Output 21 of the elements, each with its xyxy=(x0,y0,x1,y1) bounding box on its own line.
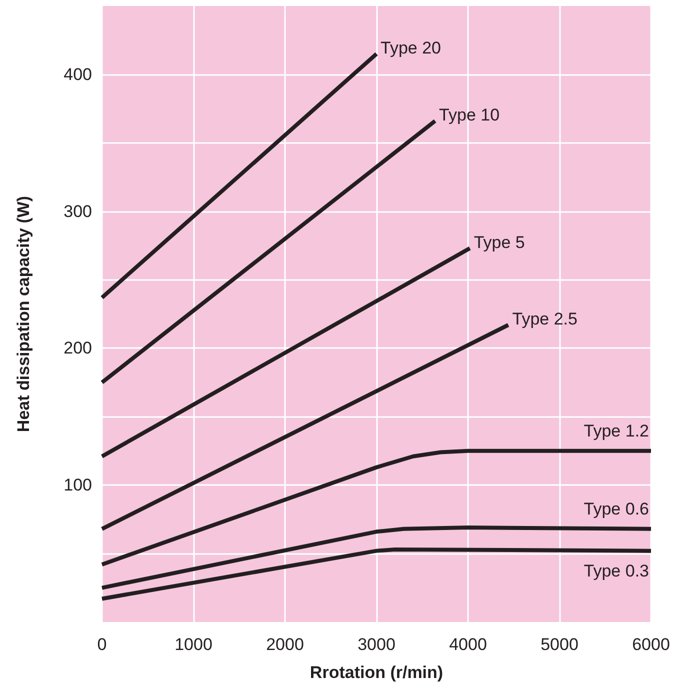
series-label: Type 10 xyxy=(439,105,500,124)
y-tick-label: 100 xyxy=(64,476,92,495)
y-tick-label: 200 xyxy=(64,338,92,358)
x-axis-title: Rrotation (r/min) xyxy=(310,663,444,682)
x-tick-label: 6000 xyxy=(632,635,670,654)
y-axis-title: Heat dissipation capacity (W) xyxy=(14,196,33,432)
y-tick-label: 400 xyxy=(64,64,92,84)
x-tick-label: 0 xyxy=(97,635,107,654)
x-tick-label: 1000 xyxy=(174,635,212,654)
series-label: Type 0.3 xyxy=(584,561,649,580)
x-tick-label: 5000 xyxy=(540,635,578,654)
line-series xyxy=(100,526,653,590)
series-label: Type 0.6 xyxy=(584,499,649,518)
series-label: Type 5 xyxy=(474,232,525,252)
x-tick-label: 3000 xyxy=(358,635,396,654)
x-tick-label: 4000 xyxy=(449,635,487,654)
x-tick-label: 2000 xyxy=(266,635,304,654)
series-label: Type 20 xyxy=(380,38,441,58)
series-label: Type 1.2 xyxy=(584,421,649,440)
y-tick-label: 300 xyxy=(64,202,92,221)
series-label: Type 2.5 xyxy=(512,309,578,328)
